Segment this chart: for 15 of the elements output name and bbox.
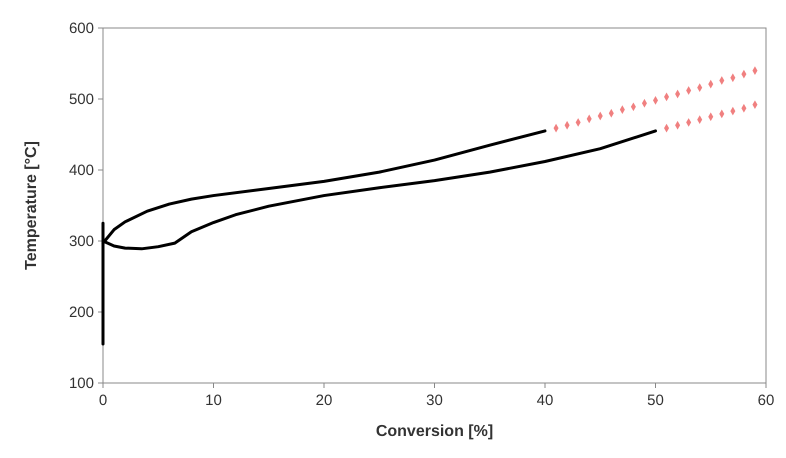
x-axis-title: Conversion [%] [376,423,494,440]
x-tick-label: 0 [98,392,108,409]
x-tick-label: 50 [647,392,664,409]
y-tick-label: 400 [68,162,94,179]
x-tick-label: 20 [316,392,332,409]
y-axis-title: Temperature [°C] [23,141,40,270]
x-tick-label: 40 [536,392,554,409]
y-tick-label: 200 [68,304,94,321]
x-tick-label: 60 [758,392,774,409]
x-tick-label: 30 [426,392,443,409]
y-tick-label: 600 [68,20,94,37]
x-tick-label: 10 [205,392,222,409]
y-tick-label: 500 [68,91,94,108]
y-tick-label: 300 [68,233,94,250]
y-tick-label: 100 [68,375,94,392]
